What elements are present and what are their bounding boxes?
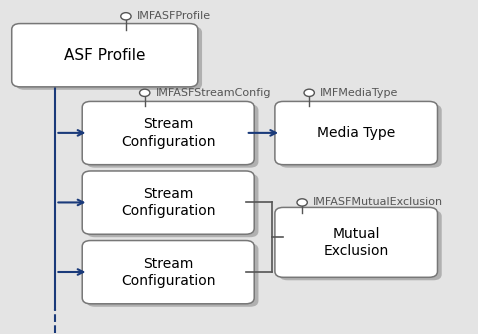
Circle shape [140,89,150,97]
Circle shape [121,13,131,20]
Circle shape [304,89,315,97]
FancyBboxPatch shape [82,240,254,304]
FancyBboxPatch shape [87,243,259,307]
Text: IMFASFStreamConfig: IMFASFStreamConfig [155,88,271,98]
FancyBboxPatch shape [12,24,198,87]
FancyBboxPatch shape [82,102,254,165]
FancyBboxPatch shape [87,105,259,168]
Text: Media Type: Media Type [317,126,395,140]
Text: IMFMediaType: IMFMediaType [320,88,398,98]
Text: Stream
Configuration: Stream Configuration [121,257,216,288]
FancyBboxPatch shape [87,174,259,237]
FancyBboxPatch shape [275,102,437,165]
Text: Stream
Configuration: Stream Configuration [121,187,216,218]
FancyBboxPatch shape [82,171,254,234]
Text: ASF Profile: ASF Profile [64,48,145,63]
FancyBboxPatch shape [279,105,442,168]
Text: IMFASFMutualExclusion: IMFASFMutualExclusion [313,197,443,207]
Text: Stream
Configuration: Stream Configuration [121,117,216,149]
Text: IMFASFProfile: IMFASFProfile [137,11,211,21]
FancyBboxPatch shape [279,210,442,280]
FancyBboxPatch shape [16,27,202,90]
Text: Mutual
Exclusion: Mutual Exclusion [324,227,389,258]
Circle shape [297,199,307,206]
FancyBboxPatch shape [275,207,437,277]
